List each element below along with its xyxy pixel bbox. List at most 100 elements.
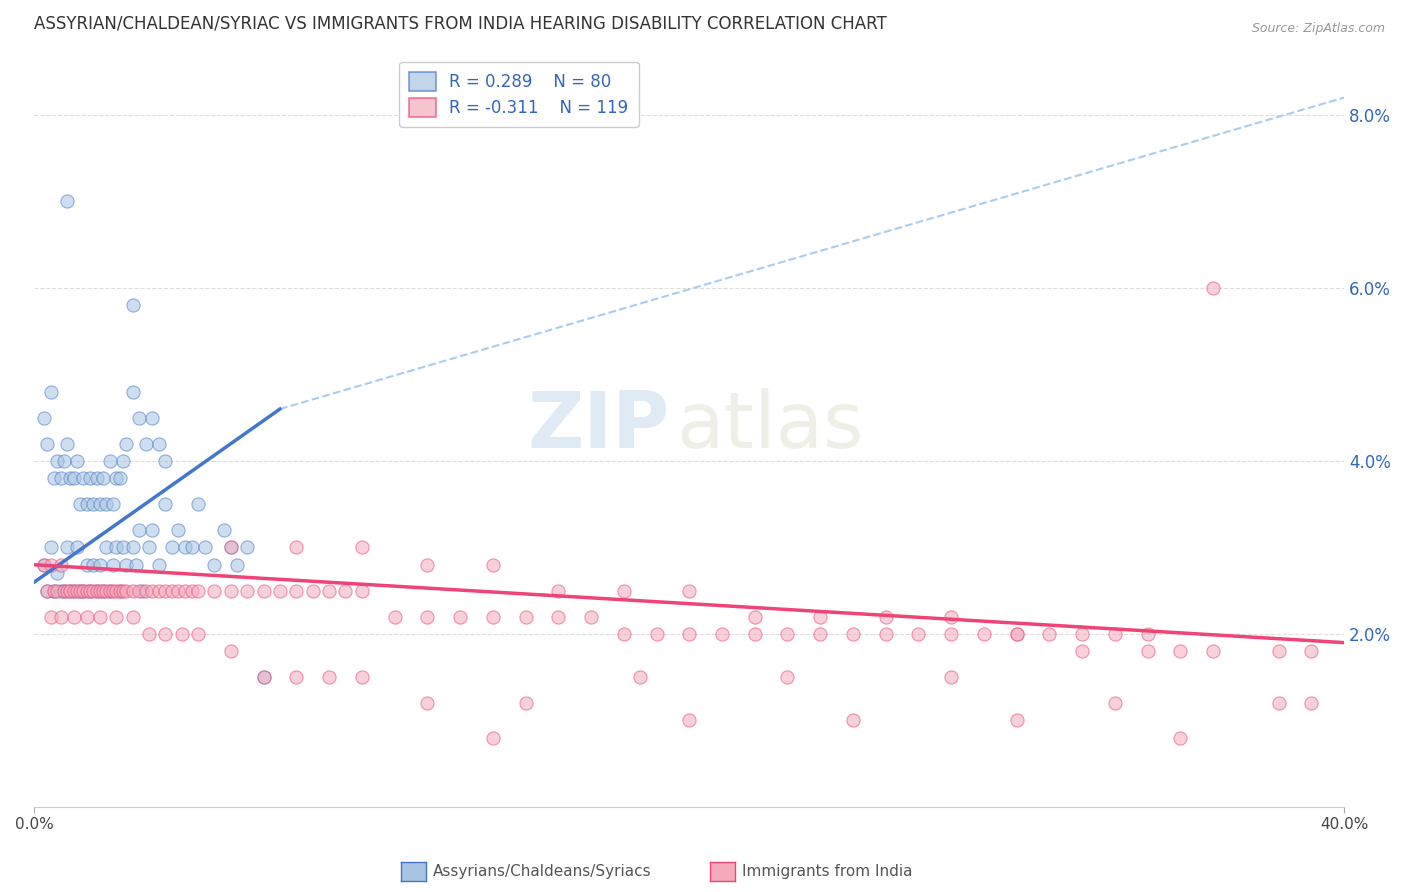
Point [49,583,72,598]
Point [1038,627,1060,641]
Point [62,583,84,598]
Point [252,670,274,684]
Point [842,627,865,641]
Point [219,541,242,555]
Point [98,454,121,468]
Point [1005,627,1028,641]
Point [187,627,209,641]
Text: Immigrants from India: Immigrants from India [742,864,912,879]
Point [973,627,995,641]
Point [148,436,170,450]
Point [1267,644,1289,658]
Point [82,558,104,572]
Point [128,523,150,537]
Point [121,609,143,624]
Text: ZIP: ZIP [527,388,669,465]
Point [842,714,865,728]
Point [49,471,72,485]
Point [46,583,69,598]
Point [678,627,700,641]
Point [69,583,91,598]
Point [66,541,89,555]
Point [269,583,291,598]
Point [1136,644,1159,658]
Point [907,627,929,641]
Point [76,497,98,511]
Point [252,670,274,684]
Point [91,583,114,598]
Point [86,583,108,598]
Point [52,454,75,468]
Point [42,583,65,598]
Point [174,583,197,598]
Point [82,497,104,511]
Point [128,410,150,425]
Point [76,558,98,572]
Point [86,583,108,598]
Point [56,541,79,555]
Point [141,523,163,537]
Point [301,583,323,598]
Point [101,497,124,511]
Point [613,627,636,641]
Point [115,583,138,598]
Point [236,541,259,555]
Point [1301,696,1323,710]
Point [76,609,98,624]
Point [39,558,62,572]
Point [1005,714,1028,728]
Point [252,583,274,598]
Point [32,410,55,425]
Point [941,609,963,624]
Point [481,609,503,624]
Point [32,558,55,572]
Point [79,583,101,598]
Point [105,541,128,555]
Point [141,583,163,598]
Text: Assyrians/Chaldeans/Syriacs: Assyrians/Chaldeans/Syriacs [433,864,651,879]
Point [37,583,59,598]
Point [515,609,537,624]
Point [1136,627,1159,641]
Point [285,670,308,684]
Point [121,384,143,399]
Point [115,436,138,450]
Point [46,566,69,581]
Point [180,583,202,598]
Point [226,558,249,572]
Point [148,583,170,598]
Point [219,583,242,598]
Point [318,670,340,684]
Point [808,627,831,641]
Point [194,541,217,555]
Point [138,627,160,641]
Point [941,670,963,684]
Point [1170,731,1192,745]
Point [56,436,79,450]
Point [69,583,91,598]
Point [1005,627,1028,641]
Point [875,627,897,641]
Point [1202,281,1225,295]
Text: ASSYRIAN/CHALDEAN/SYRIAC VS IMMIGRANTS FROM INDIA HEARING DISABILITY CORRELATION: ASSYRIAN/CHALDEAN/SYRIAC VS IMMIGRANTS F… [34,15,887,33]
Point [204,558,226,572]
Point [96,541,118,555]
Point [214,523,236,537]
Point [59,583,82,598]
Point [187,497,209,511]
Point [138,541,160,555]
Point [125,558,148,572]
Point [89,609,111,624]
Point [32,558,55,572]
Point [96,583,118,598]
Point [105,583,128,598]
Point [72,583,94,598]
Text: Source: ZipAtlas.com: Source: ZipAtlas.com [1251,22,1385,36]
Point [236,583,259,598]
Point [79,471,101,485]
Point [39,384,62,399]
Point [335,583,357,598]
Point [941,627,963,641]
Point [808,609,831,624]
Point [350,670,373,684]
